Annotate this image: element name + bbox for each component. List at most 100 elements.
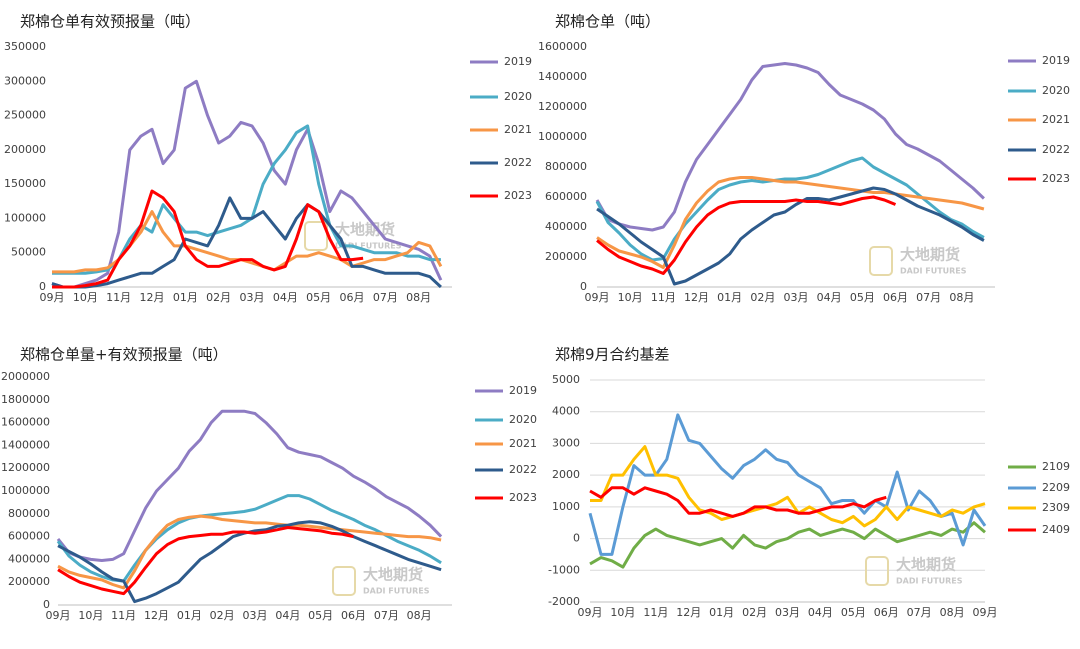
y-tick-label: 1000000	[538, 130, 587, 143]
x-tick-label: 11月	[651, 291, 676, 304]
watermark-sub: DADI FUTURES	[896, 577, 963, 586]
x-tick-label: 06月	[340, 291, 365, 304]
y-tick-label: 1000	[552, 500, 580, 513]
legend-label: 2020	[1042, 84, 1070, 97]
y-tick-label: 150000	[4, 177, 46, 190]
series-line	[51, 79, 443, 289]
legend-label: 2019	[509, 384, 537, 397]
y-tick-label: 1400000	[1, 438, 50, 451]
x-tick-label: 08月	[406, 291, 431, 304]
watermark-logo	[869, 246, 893, 276]
x-tick-label: 09月	[973, 606, 998, 619]
legend-label: 2023	[1042, 172, 1070, 185]
legend-label: 2020	[509, 413, 537, 426]
series-line	[56, 409, 443, 562]
y-tick-label: 4000	[552, 405, 580, 418]
x-tick-label: 05月	[306, 291, 331, 304]
series-line	[52, 189, 364, 289]
x-tick-label: 10月	[78, 609, 103, 622]
legend-label: 2023	[509, 491, 537, 504]
series-line	[596, 195, 897, 275]
series-line	[590, 445, 986, 528]
x-tick-label: 10月	[73, 291, 98, 304]
watermark-logo	[332, 566, 356, 596]
x-tick-label: 11月	[106, 291, 131, 304]
y-tick-label: 600000	[545, 190, 587, 203]
y-tick-label: 0	[39, 280, 46, 293]
y-tick-label: -2000	[548, 595, 580, 608]
y-tick-label: 5000	[552, 373, 580, 386]
y-tick-label: 0	[573, 532, 580, 545]
legend-label: 2021	[504, 123, 532, 136]
series-line	[57, 514, 442, 590]
y-tick-label: 0	[43, 598, 50, 611]
x-tick-label: 05月	[841, 606, 866, 619]
x-tick-label: 01月	[173, 291, 198, 304]
x-tick-label: 02月	[742, 606, 767, 619]
y-tick-label: 800000	[545, 160, 587, 173]
x-tick-label: 01月	[177, 609, 202, 622]
x-tick-label: 04月	[817, 291, 842, 304]
series-line	[57, 526, 354, 596]
x-tick-label: 02月	[210, 609, 235, 622]
series-line	[595, 156, 985, 262]
x-tick-label: 10月	[610, 606, 635, 619]
legend-label: 2020	[504, 90, 532, 103]
x-tick-label: 07月	[373, 291, 398, 304]
series-line	[589, 486, 887, 518]
y-tick-label: 2000000	[1, 370, 50, 383]
x-tick-label: 03月	[243, 609, 268, 622]
y-tick-label: 0	[580, 280, 587, 293]
y-tick-label: 250000	[4, 109, 46, 122]
chart-panel: -2000 -1000 0 1000 2000 3000 4000 5000 09月 10月 11月…	[548, 346, 1070, 620]
legend-label: 2019	[1042, 54, 1070, 67]
chart-panel: 0 200000 400000 600000 800000 1000000 1200000 1…	[538, 13, 1070, 305]
watermark-sub: DADI FUTURES	[900, 267, 967, 276]
y-tick-label: 2000	[552, 468, 580, 481]
y-tick-label: 1600000	[538, 40, 587, 53]
x-tick-label: 11月	[643, 606, 668, 619]
x-tick-label: 08月	[407, 609, 432, 622]
y-tick-label: 1200000	[1, 461, 50, 474]
chart-title: 郑棉9月合约基差	[555, 346, 670, 364]
x-tick-label: 11月	[111, 609, 136, 622]
series-line	[51, 196, 442, 289]
legend-label: 2309	[1042, 501, 1070, 514]
x-tick-label: 03月	[775, 606, 800, 619]
watermark-sub: DADI FUTURES	[363, 587, 430, 596]
series-line	[52, 124, 441, 275]
y-tick-label: 350000	[4, 40, 46, 53]
legend-label: 2023	[504, 189, 532, 202]
x-tick-label: 12月	[684, 291, 709, 304]
x-tick-label: 09月	[578, 606, 603, 619]
x-tick-label: 12月	[144, 609, 169, 622]
y-tick-label: 50000	[11, 246, 46, 259]
x-tick-label: 06月	[883, 291, 908, 304]
chart-panel: 0 200000 400000 600000 800000 1000000 1200000 1…	[1, 346, 537, 623]
y-tick-label: 800000	[8, 507, 50, 520]
watermark: 大地期货	[900, 246, 960, 264]
series-line	[596, 186, 985, 286]
x-tick-label: 02月	[206, 291, 231, 304]
x-tick-label: 07月	[907, 606, 932, 619]
watermark: 大地期货	[363, 566, 423, 584]
series-line	[596, 176, 985, 269]
series-line	[595, 62, 985, 232]
chart-panel: 0 50000 100000 150000 200000 250000 300000 3500…	[4, 13, 532, 305]
x-tick-label: 07月	[374, 609, 399, 622]
x-tick-label: 04月	[275, 609, 300, 622]
x-tick-label: 06月	[341, 609, 366, 622]
legend-label: 2021	[1042, 113, 1070, 126]
legend-label: 2209	[1042, 481, 1070, 494]
y-tick-label: -1000	[548, 563, 580, 576]
legend-label: 2019	[504, 55, 532, 68]
y-tick-label: 1600000	[1, 416, 50, 429]
legend-label: 2409	[1042, 523, 1070, 536]
y-tick-label: 400000	[545, 220, 587, 233]
watermark-logo	[865, 556, 889, 586]
x-tick-label: 12月	[676, 606, 701, 619]
legend-label: 2022	[509, 463, 537, 476]
x-tick-label: 10月	[618, 291, 643, 304]
y-tick-label: 200000	[4, 143, 46, 156]
